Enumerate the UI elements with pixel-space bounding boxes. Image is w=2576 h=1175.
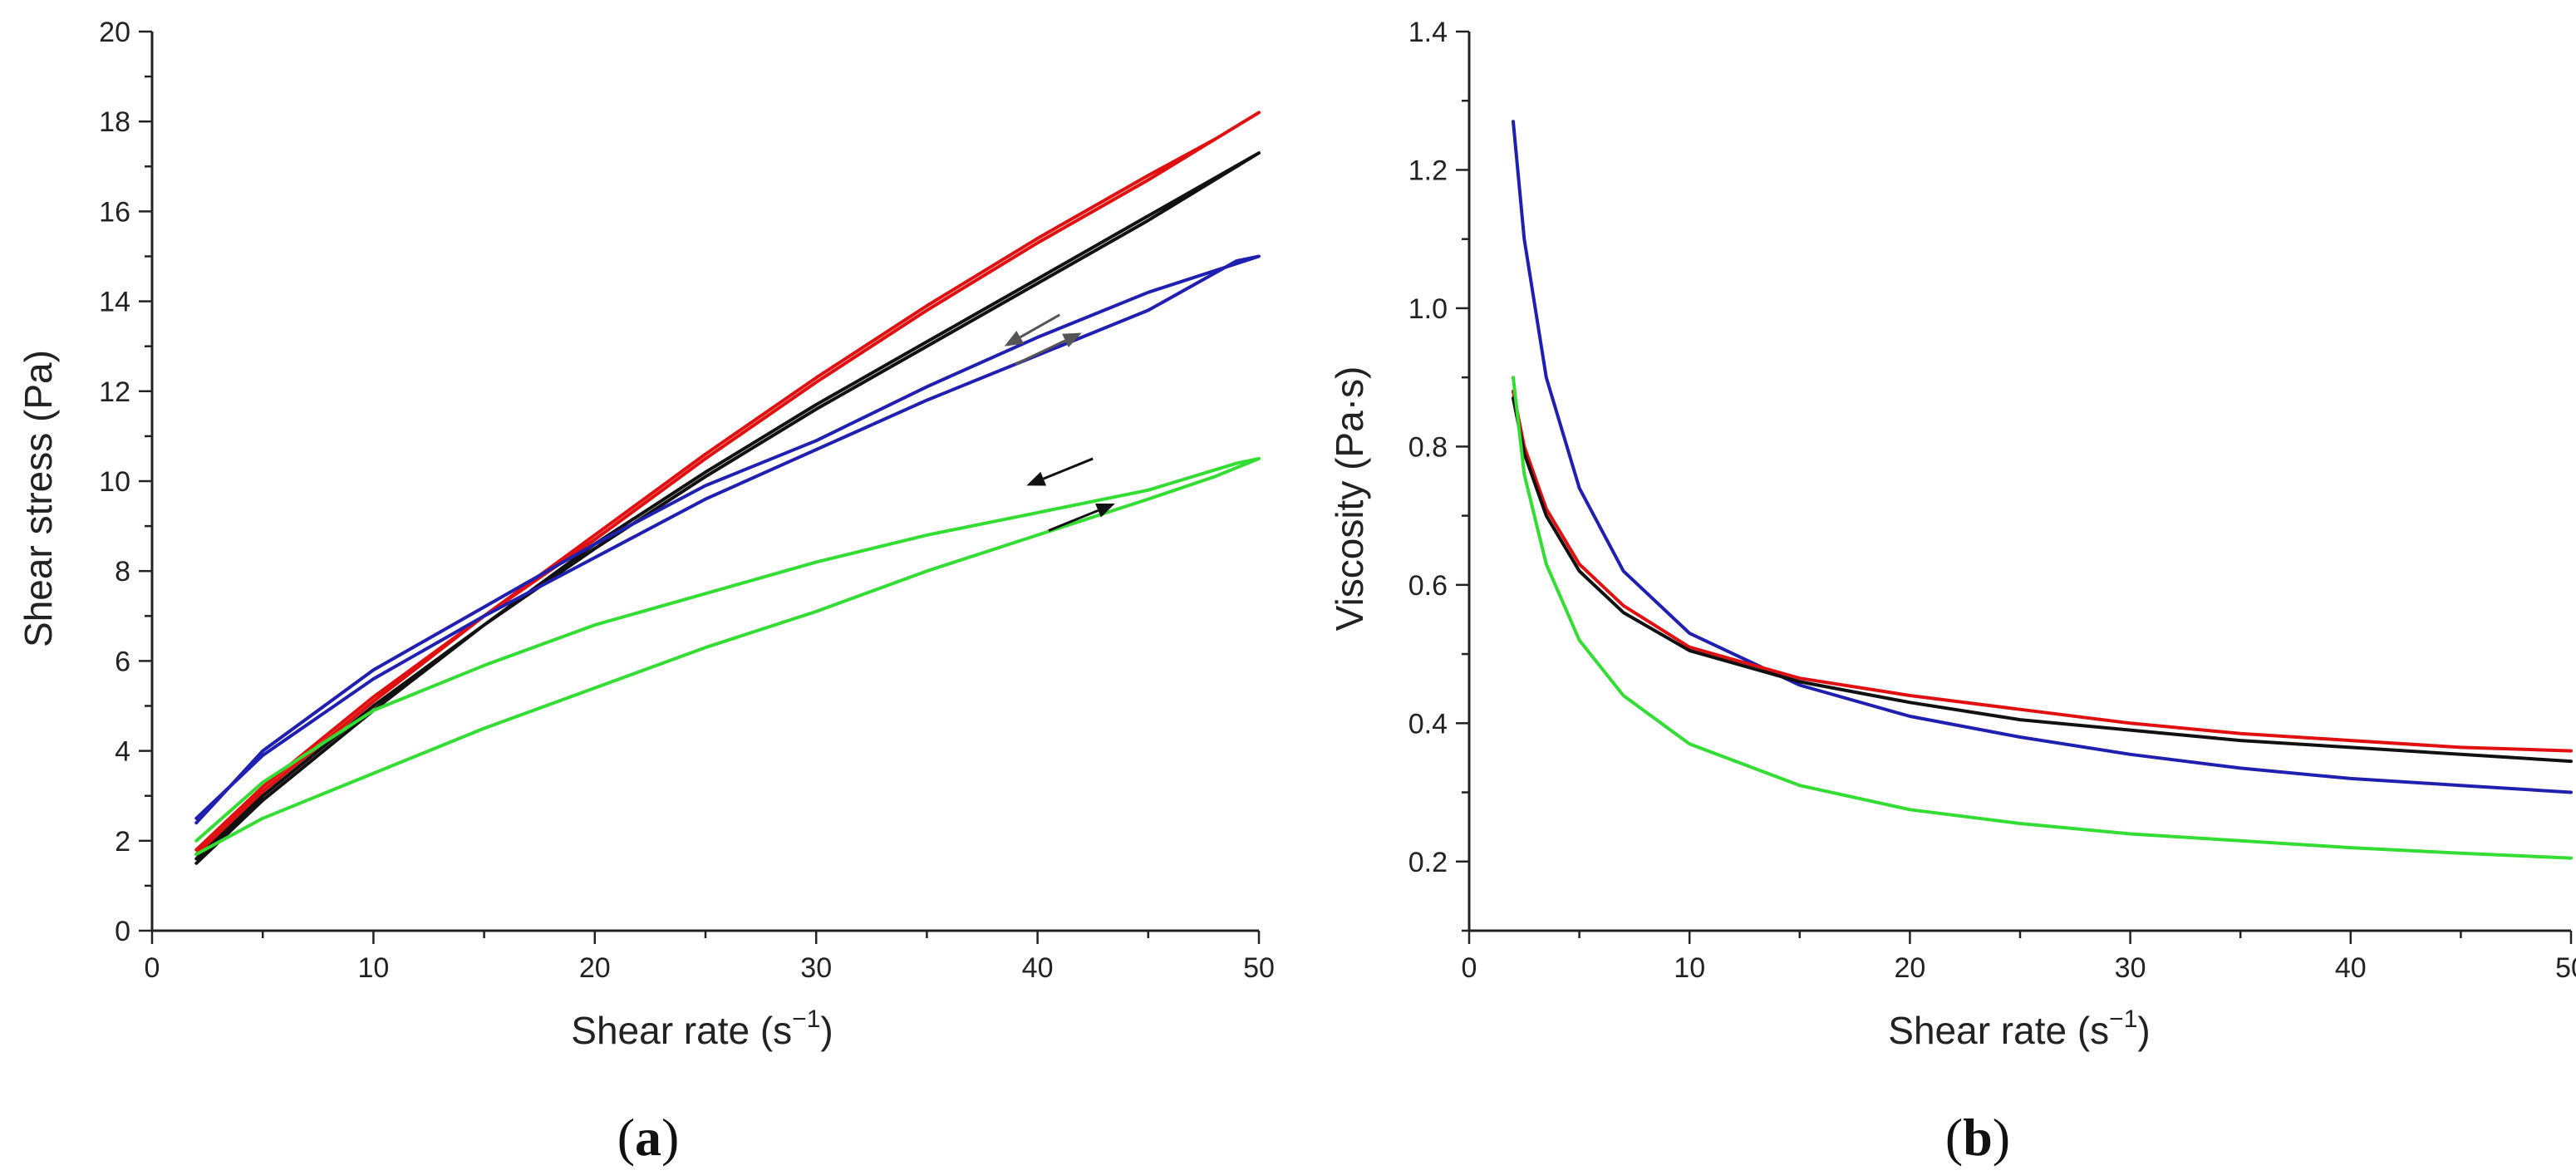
y-tick-label: 8 (115, 556, 130, 588)
x-tick-label: 20 (579, 952, 611, 984)
direction-arrow-head (1095, 503, 1115, 518)
y-tick-label: 10 (99, 466, 130, 498)
x-tick-label: 0 (1462, 952, 1477, 984)
y-tick-label: 12 (99, 376, 130, 408)
x-tick-label: 30 (2115, 952, 2146, 984)
x-tick-label: 10 (357, 952, 389, 984)
direction-arrow-head (1062, 332, 1082, 348)
panel-b-series-group (1512, 120, 2573, 860)
x-tick-label: 30 (800, 952, 832, 984)
series-line-black (1512, 396, 2573, 764)
x-tick-label: 10 (1674, 952, 1705, 984)
series-line-red (194, 111, 1261, 856)
direction-arrow (1026, 457, 1094, 486)
y-tick-label: 6 (115, 646, 130, 677)
y-tick-label: 0.8 (1408, 431, 1448, 463)
x-tick-label: 40 (1022, 952, 1054, 984)
series-line-blue (194, 254, 1261, 825)
x-tick-label: 40 (2335, 952, 2367, 984)
y-tick-label: 0.4 (1408, 708, 1448, 740)
direction-arrow-shaft (1048, 509, 1099, 532)
direction-arrow (1048, 503, 1115, 532)
series-line-green (1512, 376, 2573, 860)
direction-arrow (1015, 332, 1082, 366)
direction-arrow-shaft (1015, 339, 1066, 366)
x-tick-label: 0 (145, 952, 160, 984)
x-tick-label: 50 (2555, 952, 2576, 984)
panel-b-caption-label: (b) (1945, 1108, 2010, 1167)
panel-a-series-group (194, 111, 1261, 865)
panel-a-x-axis-label: Shear rate (s−1) (571, 1005, 833, 1052)
series-line-green (194, 456, 1261, 856)
y-tick-label: 4 (115, 736, 130, 768)
y-tick-label: 14 (99, 287, 130, 318)
y-tick-label: 1.0 (1408, 293, 1448, 325)
panel-b-axes: 0 10 20 30 40 50 0.2 0.4 0.6 0.8 1.0 1.2 1.4 (1408, 17, 2576, 984)
direction-arrow-head (1026, 471, 1047, 486)
x-tick-label: 50 (1243, 952, 1275, 984)
y-tick-label: 16 (99, 196, 130, 228)
x-tick-label: 20 (1894, 952, 1925, 984)
panel-b-y-axis-label: Viscosity (Pa·s) (1328, 366, 1371, 632)
y-tick-label: 1.4 (1408, 17, 1448, 48)
series-line-blue (1512, 120, 2573, 794)
y-tick-label: 2 (115, 826, 130, 858)
panel-b-chart: 0 10 20 30 40 50 0.2 0.4 0.6 0.8 1.0 1.2 1.4 Shear r… (1328, 17, 2576, 1167)
direction-arrow-head (1004, 331, 1025, 347)
panel-b-x-axis-label: Shear rate (s−1) (1888, 1005, 2150, 1052)
y-tick-label: 18 (99, 106, 130, 138)
y-tick-label: 20 (99, 17, 130, 48)
y-tick-label: 0 (115, 916, 130, 947)
y-tick-label: 0.6 (1408, 570, 1448, 602)
panel-a-axes: 0 10 20 30 40 50 0 2 4 6 8 10 12 14 16 18 20 (99, 17, 1275, 984)
y-tick-label: 0.2 (1408, 847, 1448, 878)
direction-arrow (1004, 313, 1060, 347)
series-line-red (1512, 389, 2573, 753)
panel-a-arrows-group (1004, 313, 1115, 532)
panel-a-chart: 0 10 20 30 40 50 0 2 4 6 8 10 12 14 16 18 20 Shear rate … (17, 17, 1275, 1167)
direction-arrow-shaft (1020, 313, 1060, 339)
panel-a-caption-label: (a) (617, 1108, 680, 1167)
direction-arrow-shaft (1043, 457, 1094, 480)
panel-a-y-axis-label: Shear stress (Pa) (17, 350, 60, 647)
y-tick-label: 1.2 (1408, 155, 1448, 186)
